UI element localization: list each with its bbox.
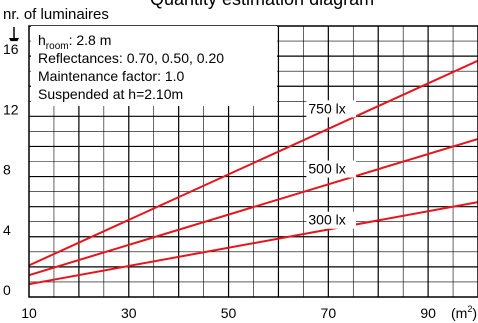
- x-axis-unit: (m2): [451, 304, 477, 321]
- x-axis-unit-close: ): [472, 305, 477, 321]
- series-label-background: [306, 100, 356, 118]
- x-tick-label: 50: [221, 305, 237, 321]
- y-tick-labels: 0 4 8 12 16: [0, 41, 28, 298]
- y-tick-label-background: [0, 101, 28, 118]
- info-room-sub: room: [46, 41, 69, 52]
- y-tick-label: 0: [3, 282, 11, 298]
- series-line: [28, 201, 478, 286]
- series-label: 500 lx: [308, 161, 345, 177]
- info-room-height: hroom: 2.8 m: [38, 32, 111, 52]
- x-axis-unit-exponent: 2: [467, 304, 472, 314]
- info-room-prefix: h: [38, 32, 46, 48]
- series-lines: [28, 59, 478, 286]
- x-tick-label: 90: [420, 305, 436, 321]
- y-tick-label-background: [0, 282, 28, 298]
- y-tick-label-background: [0, 41, 28, 58]
- x-tick-label: 70: [321, 305, 337, 321]
- series-line: [28, 59, 478, 267]
- y-tick-label-background: [0, 221, 28, 238]
- series-label-background: [306, 160, 356, 178]
- x-tick-label: 10: [21, 305, 37, 321]
- series-line: [28, 137, 478, 277]
- chart-title: Quantity estimation diagram: [150, 0, 374, 9]
- info-room-value: : 2.8 m: [69, 32, 112, 48]
- y-axis-label: nr. of luminaires: [3, 6, 109, 23]
- y-tick-label: 16: [3, 41, 19, 57]
- info-box-background: [31, 26, 277, 106]
- x-tick-labels: 10 30 50 70 90: [21, 305, 436, 321]
- series-label: 750 lx: [308, 100, 345, 116]
- x-axis-unit-base: (m: [451, 305, 467, 321]
- info-maintenance: Maintenance factor: 1.0: [38, 68, 185, 84]
- series-labels: 750 lx 500 lx 300 lx: [306, 100, 356, 229]
- y-tick-label: 4: [3, 222, 11, 238]
- y-tick-label: 12: [3, 101, 19, 117]
- info-box: hroom: 2.8 m Reflectances: 0.70, 0.50, 0…: [38, 32, 224, 102]
- series-label-background: [306, 211, 356, 229]
- info-reflectances: Reflectances: 0.70, 0.50, 0.20: [38, 50, 224, 66]
- x-tick-label: 30: [121, 305, 137, 321]
- series-label: 300 lx: [308, 212, 345, 228]
- y-tick-label: 8: [3, 162, 11, 178]
- y-tick-label-background: [0, 161, 28, 178]
- info-suspended: Suspended at h=2.10m: [38, 86, 183, 102]
